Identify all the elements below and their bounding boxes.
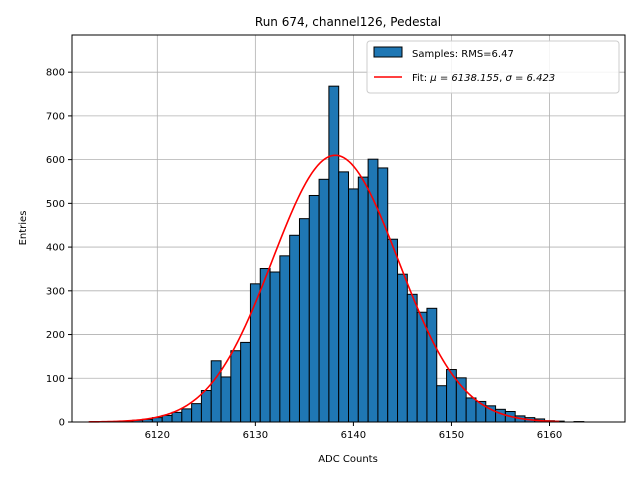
y-tick-label: 300	[46, 286, 65, 297]
histogram-bar	[161, 414, 173, 423]
legend-samples-swatch	[373, 46, 403, 58]
histogram-bar	[436, 385, 448, 423]
y-tick-label: 800	[46, 68, 65, 79]
histogram-bar	[298, 218, 310, 423]
x-tick-label: 6150	[439, 430, 464, 441]
histogram-bar	[465, 397, 477, 423]
histogram-bar	[191, 403, 202, 423]
y-tick-label: 700	[46, 111, 65, 122]
legend-fit-mu: μ = 6138.155	[429, 73, 499, 84]
histogram-bar	[387, 238, 399, 423]
histogram-bar	[308, 194, 320, 423]
histogram-bar	[220, 376, 232, 423]
histogram-bar	[230, 350, 242, 423]
histogram-bar	[377, 167, 389, 423]
histogram-bar	[338, 171, 350, 423]
histogram-bar	[416, 311, 428, 423]
histogram-bar	[455, 377, 467, 423]
x-axis-ticks: 6120 6130 6140 6150 6160	[145, 422, 562, 441]
y-tick-label: 400	[46, 243, 65, 254]
legend-fit-label: Fit: μ = 6138.155, σ = 6.423	[412, 73, 555, 84]
histogram-bar	[406, 293, 418, 423]
y-tick-label: 0	[59, 418, 65, 429]
histogram-bar	[495, 408, 506, 423]
histogram-bar	[210, 360, 222, 423]
x-tick-label: 6160	[537, 430, 562, 441]
histogram-bar	[269, 271, 281, 423]
histogram-bar	[426, 307, 438, 423]
chart-title: Run 674, channel126, Pedestal	[255, 15, 441, 29]
legend-fit-prefix: Fit:	[412, 73, 430, 84]
histogram-bar	[475, 400, 487, 423]
histogram-bar	[240, 341, 251, 423]
legend-box	[366, 40, 620, 94]
histogram-bar	[279, 255, 291, 423]
histogram-bar	[181, 408, 193, 423]
histogram-bar	[171, 411, 183, 423]
y-axis-label: Entries	[18, 211, 29, 246]
x-tick-label: 6140	[341, 430, 366, 441]
plot-frame	[71, 34, 626, 423]
x-tick-label: 6120	[145, 430, 170, 441]
histogram-bar	[397, 273, 408, 423]
legend-fit-separator: ,	[499, 73, 505, 84]
y-tick-label: 200	[46, 330, 65, 341]
x-axis-label: ADC Counts	[318, 454, 378, 465]
x-tick-label: 6130	[243, 430, 268, 441]
histogram-bar	[328, 85, 340, 423]
y-tick-label: 600	[46, 155, 65, 166]
legend-fit-sigma: σ = 6.423	[505, 73, 555, 84]
histogram-bar	[318, 178, 330, 423]
histogram-bar	[289, 234, 300, 423]
histogram-bar	[348, 188, 359, 423]
fit-curve	[88, 154, 560, 423]
legend: Samples: RMS=6.47 Fit: μ = 6138.155, σ =…	[366, 40, 620, 94]
histogram-bar	[357, 176, 369, 423]
y-tick-label: 500	[46, 199, 65, 210]
y-axis-ticks: 0 100 200 300 400 500 600 700 800	[46, 68, 72, 429]
histogram-bar	[259, 268, 271, 423]
histogram-bar	[200, 390, 212, 423]
legend-samples-label: Samples: RMS=6.47	[412, 49, 514, 60]
y-tick-label: 100	[46, 374, 65, 385]
fit-curve-group	[88, 154, 560, 423]
